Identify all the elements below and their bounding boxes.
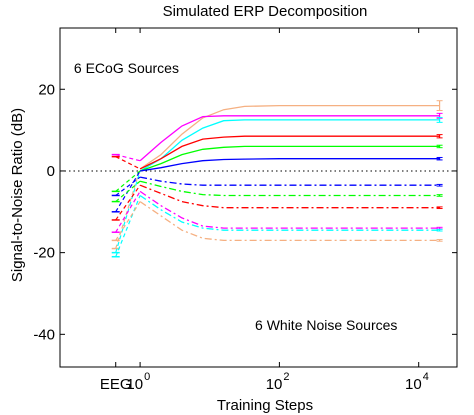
series-eeg-segment [115,201,141,241]
noise-series-line [139,184,440,209]
ecog-series-line [139,145,440,172]
ecog-label: 6 ECoG Sources [74,60,179,76]
chart-title: Simulated ERP Decomposition [163,3,368,20]
x-tick-label-base: 10 [266,376,283,393]
series-eeg-segment [115,191,141,233]
series-eeg-segment [115,170,141,192]
y-tick-label: -40 [33,326,55,343]
ecog-series-line [139,158,440,172]
plot-area: 6 ECoG Sources 6 White Noise Sources [60,60,457,333]
y-tick-label: -20 [33,245,55,262]
x-tick-label-base: 10 [405,376,422,393]
ecog-series-line [139,119,440,172]
ecog-series-line [139,115,440,162]
series-eeg-segment [115,195,141,257]
ecog-series-line [139,135,440,170]
x-tick-label: EEG [100,376,132,393]
x-tick-label-exponent: 0 [144,371,150,383]
series-eeg-segment [115,176,141,196]
noise-series-line [139,194,440,231]
series-eeg-segment [115,184,141,221]
series-eeg-segment [115,180,141,203]
noise-series-line [139,176,440,186]
x-tick-label-base: 10 [126,376,143,393]
y-axis-label: Signal-to-Noise Ratio (dB) [9,108,26,282]
x-axis-label: Training Steps [217,397,313,414]
ecog-series-line [139,104,440,170]
series-eeg-segment [115,156,141,170]
series-eeg-segment [115,154,141,162]
x-tick-label-exponent: 2 [283,371,289,383]
x-tick-label-exponent: 4 [423,371,429,383]
noise-series-line [139,201,440,242]
y-tick-label: 0 [47,163,55,180]
noise-label: 6 White Noise Sources [255,317,397,333]
y-tick-label: 20 [38,81,55,98]
noise-series-line [139,190,440,229]
plot-frame [59,27,458,368]
noise-series-line [139,180,440,197]
